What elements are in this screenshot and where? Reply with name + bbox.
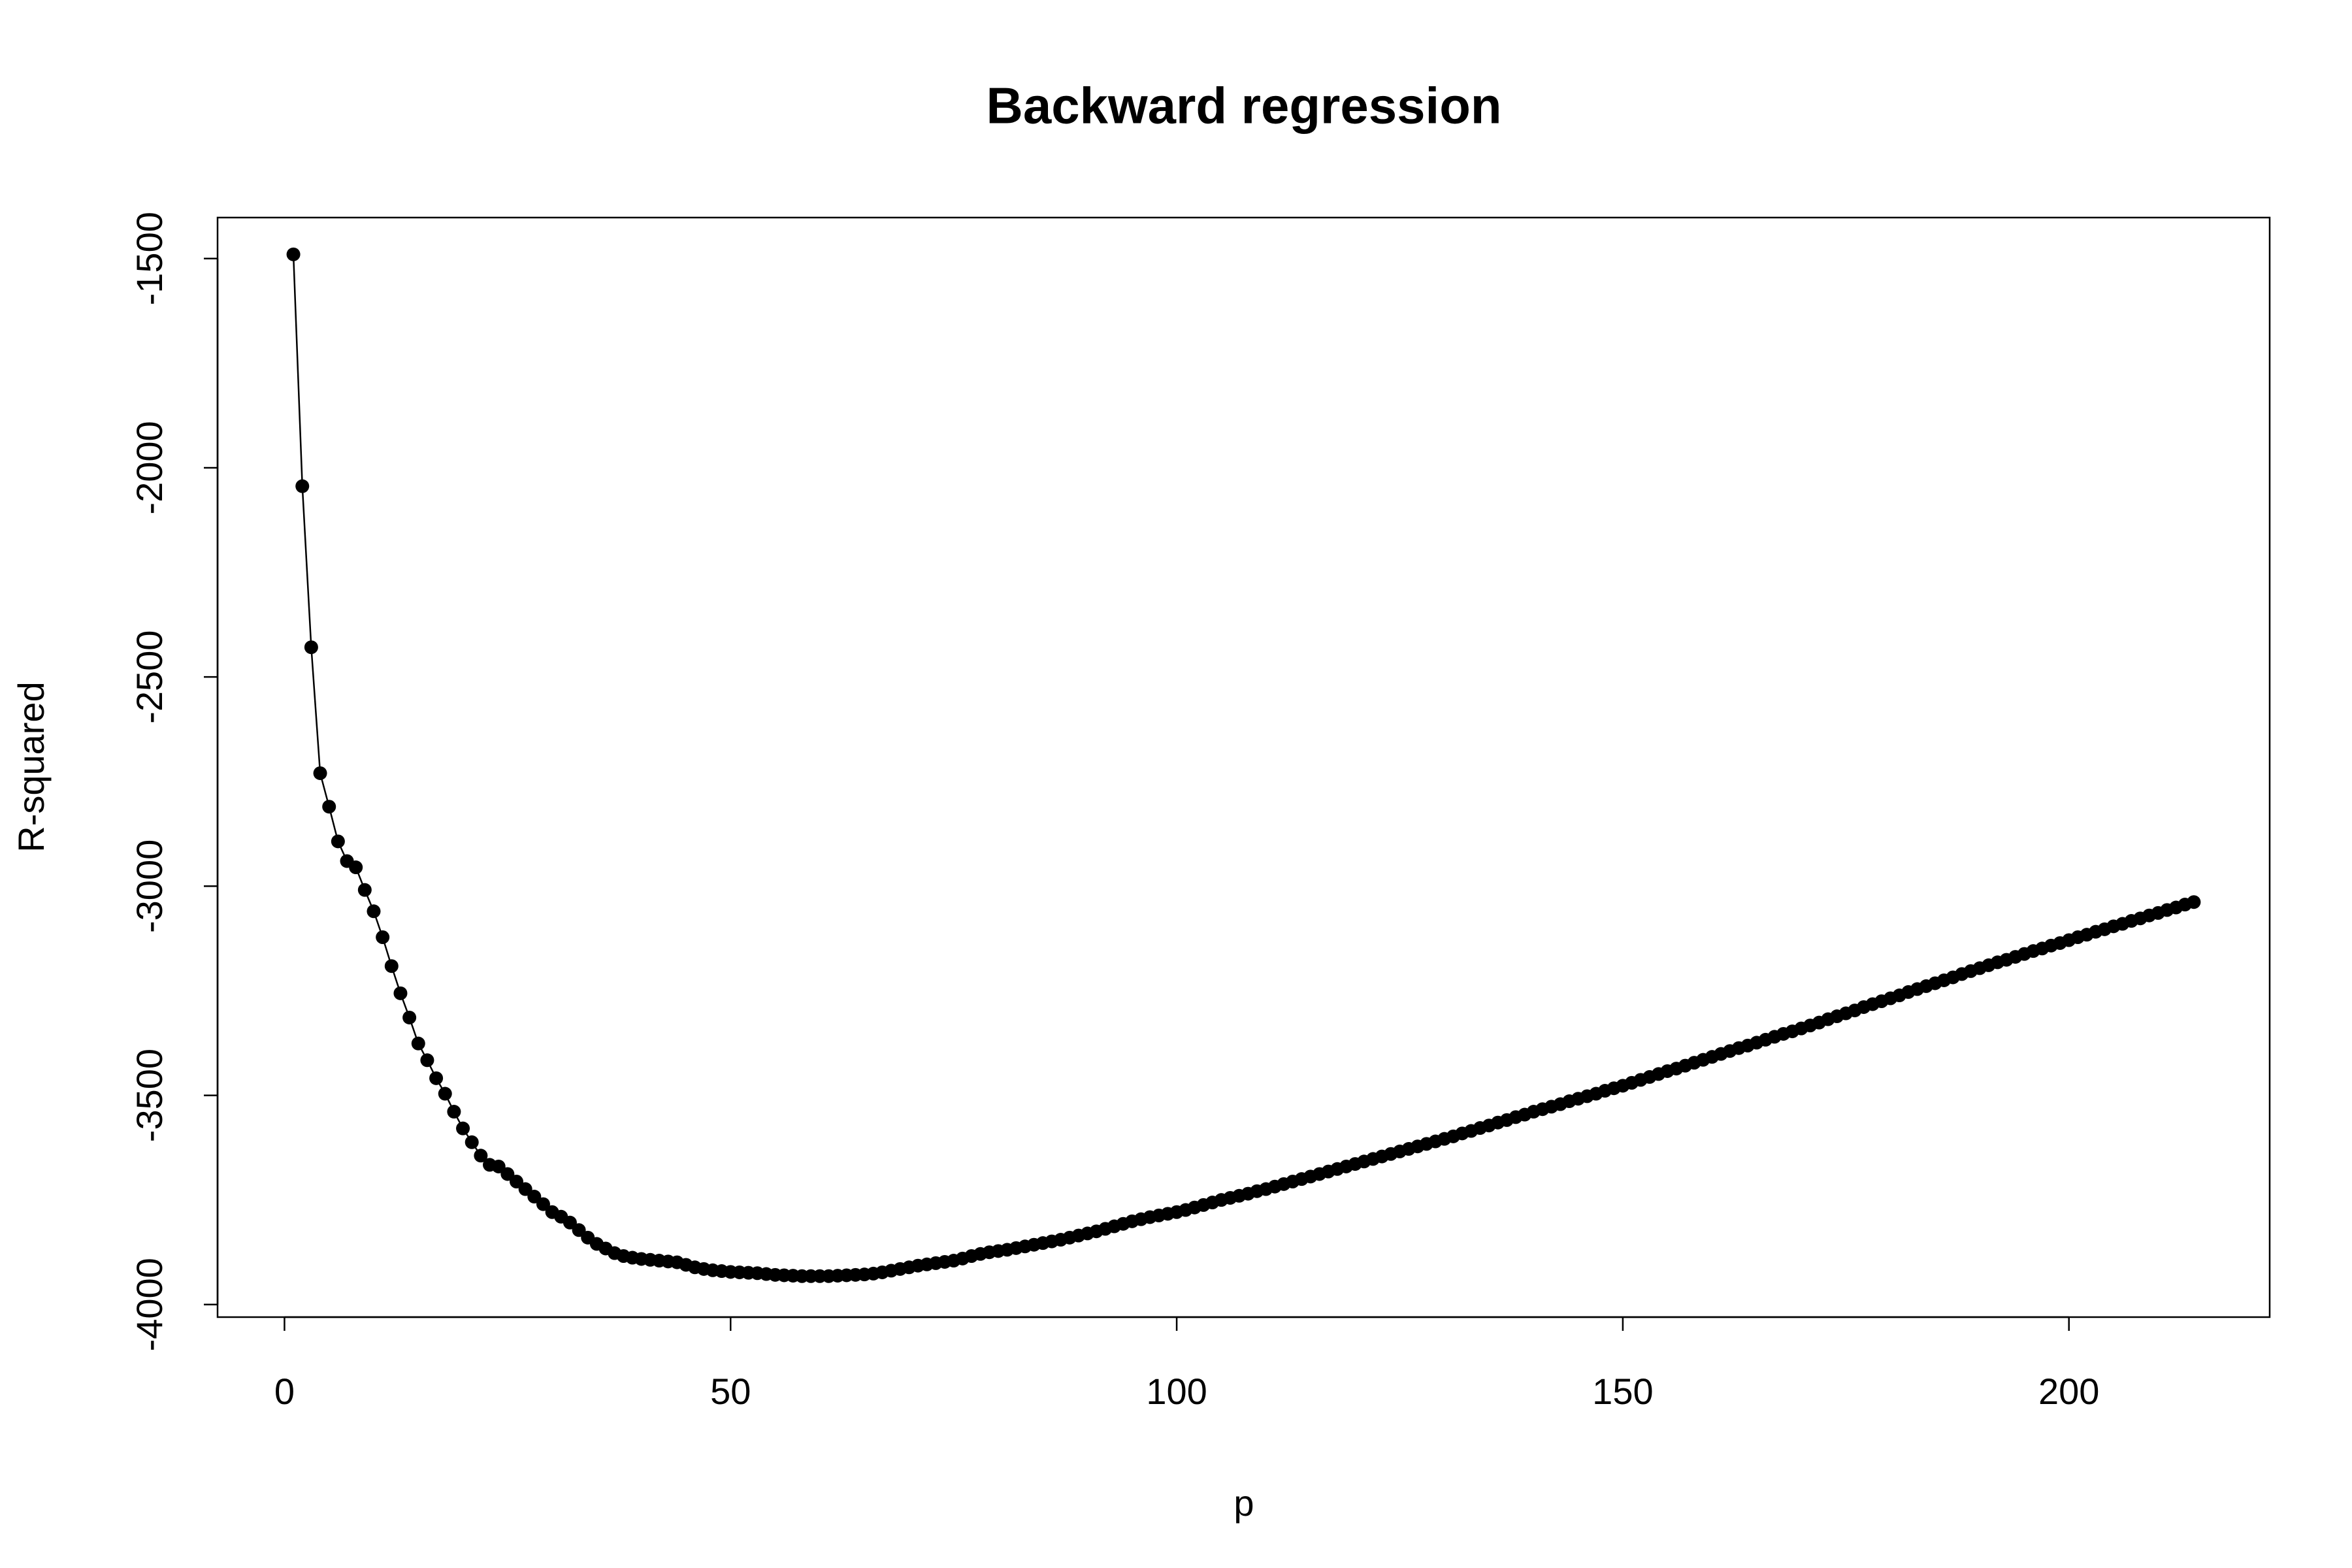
- data-point: [447, 1105, 461, 1119]
- data-point: [304, 640, 318, 655]
- data-point: [295, 479, 310, 493]
- data-point: [536, 1197, 550, 1211]
- data-point: [2187, 895, 2201, 909]
- data-point: [331, 834, 345, 849]
- data-point: [429, 1071, 444, 1085]
- data-point: [402, 1010, 417, 1024]
- y-tick-label: -4000: [129, 1258, 170, 1351]
- data-point: [474, 1149, 488, 1163]
- data-point: [420, 1053, 434, 1068]
- y-tick-label: -2000: [129, 421, 170, 514]
- x-tick-label: 150: [1592, 1371, 1653, 1412]
- data-line: [292, 254, 2195, 1277]
- y-tick-label: -3000: [129, 840, 170, 933]
- data-point: [456, 1121, 470, 1135]
- x-tick-label: 50: [710, 1371, 751, 1412]
- chart-title: Backward regression: [986, 77, 1501, 135]
- data-point: [411, 1036, 425, 1051]
- data-point: [349, 860, 363, 875]
- data-point: [384, 959, 399, 973]
- data-point: [438, 1086, 452, 1101]
- x-tick-label: 200: [2038, 1371, 2099, 1412]
- x-axis-label: p: [1233, 1482, 1254, 1524]
- data-point: [393, 986, 408, 1000]
- y-tick-label: -1500: [129, 212, 170, 305]
- plot-frame: [216, 216, 2271, 1318]
- y-axis-label: R-squared: [10, 681, 52, 852]
- x-tick-label: 0: [274, 1371, 295, 1412]
- y-tick-label: -2500: [129, 630, 170, 724]
- data-point: [322, 800, 336, 814]
- data-point: [465, 1135, 479, 1149]
- x-tick-label: 100: [1146, 1371, 1207, 1412]
- data-point: [313, 766, 327, 780]
- data-point: [286, 247, 301, 261]
- data-point: [376, 930, 390, 945]
- data-point: [357, 883, 372, 897]
- y-tick-label: -3500: [129, 1049, 170, 1142]
- data-point: [367, 904, 381, 919]
